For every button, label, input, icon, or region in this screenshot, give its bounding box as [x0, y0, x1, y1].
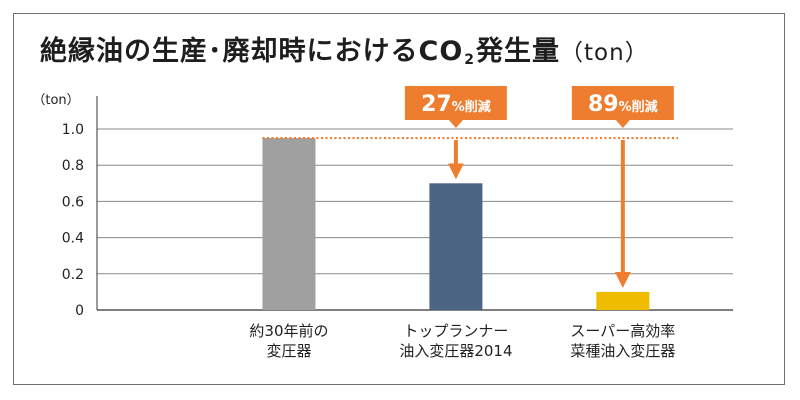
x-tick-label: 約30年前の 変圧器 — [249, 322, 329, 360]
title-rest: 発生量 — [476, 36, 561, 67]
callout-pointer — [615, 120, 630, 128]
x-tick-label: トップランナー 油入変圧器2014 — [399, 322, 513, 360]
chart-title: 絶縁油の生産･廃却時におけるCO2発生量（ton） — [40, 32, 649, 76]
reduction-label: 89%削減 — [588, 92, 658, 117]
reduction-callout — [571, 86, 674, 120]
bar — [596, 291, 650, 310]
y-tick-label: 0.2 — [62, 267, 84, 283]
y-tick-label: 0.8 — [62, 158, 84, 174]
chart-frame — [13, 13, 785, 385]
callout-pointer — [448, 120, 463, 128]
title-unit: （ton） — [560, 40, 649, 66]
x-tick-label: スーパー高効率 菜種油入変圧器 — [570, 322, 676, 360]
reduction-label: 27%削減 — [421, 92, 491, 117]
y-axis-label: （ton） — [32, 93, 79, 108]
y-tick-label: 1.0 — [62, 122, 84, 138]
bar — [262, 138, 316, 310]
bar — [429, 183, 483, 310]
title-main: 絶縁油の生産･廃却時におけるCO — [40, 36, 464, 67]
reduction-callout — [404, 86, 507, 120]
title-subscript: 2 — [464, 52, 476, 68]
y-tick-label: 0.4 — [62, 231, 84, 247]
y-tick-label: 0 — [75, 303, 84, 319]
y-tick-label: 0.6 — [62, 194, 84, 210]
